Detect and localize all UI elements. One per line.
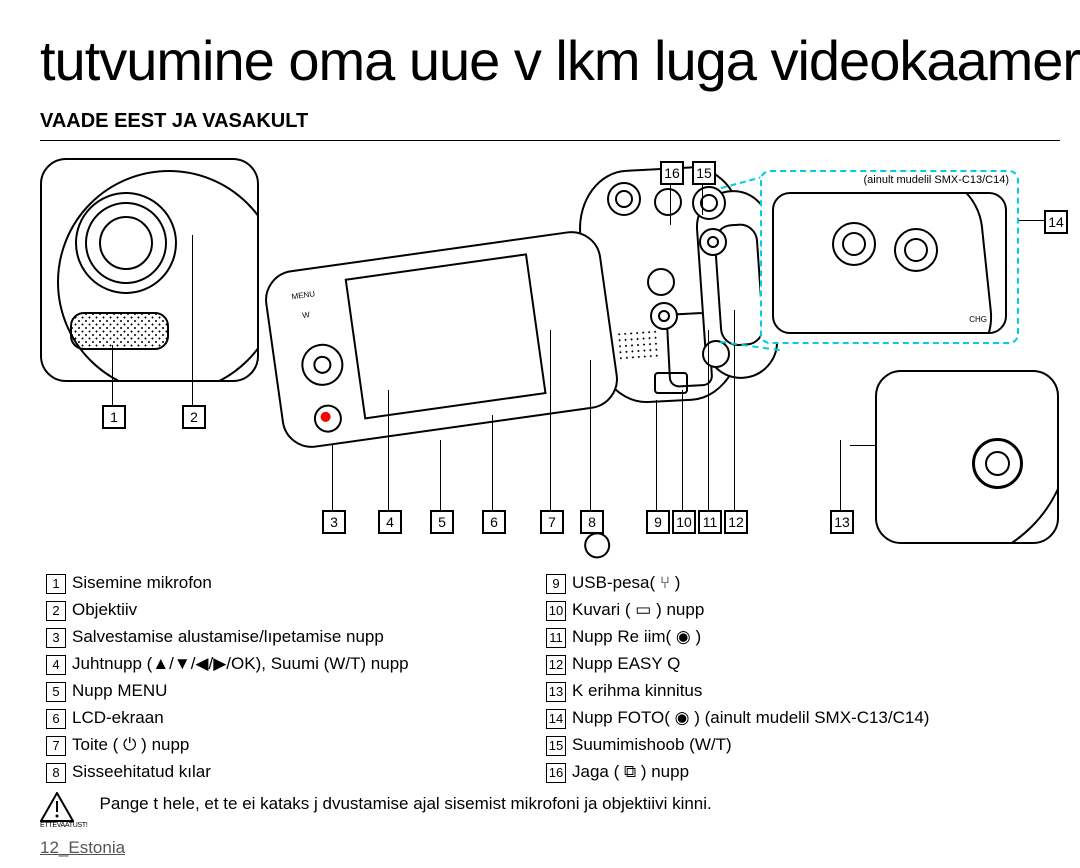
parts-diagram: 1 2 MENU W: [40, 150, 1040, 550]
component-list-right: 9USB-pesa( ⑂ )10Kuvari ( ▭ ) nupp11Nupp …: [540, 570, 1040, 786]
component-number: 3: [46, 628, 66, 648]
component-item: 8Sisseehitatud kılar: [40, 759, 540, 786]
callout-16: 16: [660, 161, 684, 185]
section-heading: VAADE EEST JA VASAKULT: [40, 110, 308, 133]
component-number: 2: [46, 601, 66, 621]
component-number: 7: [46, 736, 66, 756]
heading-rule: [40, 140, 1060, 141]
detail-panel: (ainult mudelil SMX-C13/C14) CHG: [760, 170, 1019, 344]
component-item: 5Nupp MENU: [40, 678, 540, 705]
component-number: 16: [546, 763, 566, 783]
component-item: 1Sisemine mikrofon: [40, 570, 540, 597]
page-footer: 12_Estonia: [40, 838, 125, 858]
component-item: 3Salvestamise alustamise/lıpetamise nupp: [40, 624, 540, 651]
component-item: 2Objektiiv: [40, 597, 540, 624]
component-number: 13: [546, 682, 566, 702]
component-number: 6: [46, 709, 66, 729]
component-item: 11Nupp Re iim( ◉ ): [540, 624, 1040, 651]
component-number: 14: [546, 709, 566, 729]
caution-icon: [40, 792, 74, 822]
component-number: 10: [546, 601, 566, 621]
component-item: 6LCD-ekraan: [40, 705, 540, 732]
callout-11: 11: [698, 510, 722, 534]
callout-13: 13: [830, 510, 854, 534]
component-number: 5: [46, 682, 66, 702]
manual-page: tutvumine oma uue v lkm luga videokaamer…: [0, 0, 1080, 868]
strap-mount-panel: [875, 370, 1059, 544]
component-number: 1: [46, 574, 66, 594]
callout-9: 9: [646, 510, 670, 534]
callout-4: 4: [378, 510, 402, 534]
callout-5: 5: [430, 510, 454, 534]
component-item: 12Nupp EASY Q: [540, 651, 1040, 678]
component-item: 7Toite ( ⏻ ) nupp: [40, 732, 540, 759]
detail-note: (ainult mudelil SMX-C13/C14): [864, 174, 1010, 186]
component-item: 4Juhtnupp (▲/▼/◀/▶/OK), Suumi (W/T) nupp: [40, 651, 540, 678]
page-title: tutvumine oma uue v lkm luga videokaamer…: [40, 28, 1080, 93]
callout-12: 12: [724, 510, 748, 534]
component-number: 8: [46, 763, 66, 783]
front-view-panel: [40, 158, 259, 382]
component-list: 1Sisemine mikrofon2Objektiiv3Salvestamis…: [40, 570, 1040, 786]
main-camera-view: MENU W: [262, 150, 832, 550]
component-number: 11: [546, 628, 566, 648]
callout-8: 8: [580, 510, 604, 534]
component-item: 9USB-pesa( ⑂ ): [540, 570, 1040, 597]
component-item: 10Kuvari ( ▭ ) nupp: [540, 597, 1040, 624]
caution-text: Pange t hele, et te ei kataks j dvustami…: [99, 792, 711, 814]
component-item: 16Jaga ( ⧉ ) nupp: [540, 759, 1040, 786]
callout-14: 14: [1044, 210, 1068, 234]
component-number: 12: [546, 655, 566, 675]
callout-10: 10: [672, 510, 696, 534]
component-item: 14Nupp FOTO( ◉ ) (ainult mudelil SMX-C13…: [540, 705, 1040, 732]
component-number: 9: [546, 574, 566, 594]
callout-1: 1: [102, 405, 126, 429]
callout-6: 6: [482, 510, 506, 534]
callout-15: 15: [692, 161, 716, 185]
component-number: 15: [546, 736, 566, 756]
component-number: 4: [46, 655, 66, 675]
component-item: 15Suumimishoob (W/T): [540, 732, 1040, 759]
caution-label: ETTEVAATUST!: [40, 822, 87, 829]
callout-2: 2: [182, 405, 206, 429]
component-list-left: 1Sisemine mikrofon2Objektiiv3Salvestamis…: [40, 570, 540, 786]
caution-row: ETTEVAATUST! Pange t hele, et te ei kata…: [40, 792, 712, 829]
callout-3: 3: [322, 510, 346, 534]
callout-7: 7: [540, 510, 564, 534]
component-item: 13K erihma kinnitus: [540, 678, 1040, 705]
